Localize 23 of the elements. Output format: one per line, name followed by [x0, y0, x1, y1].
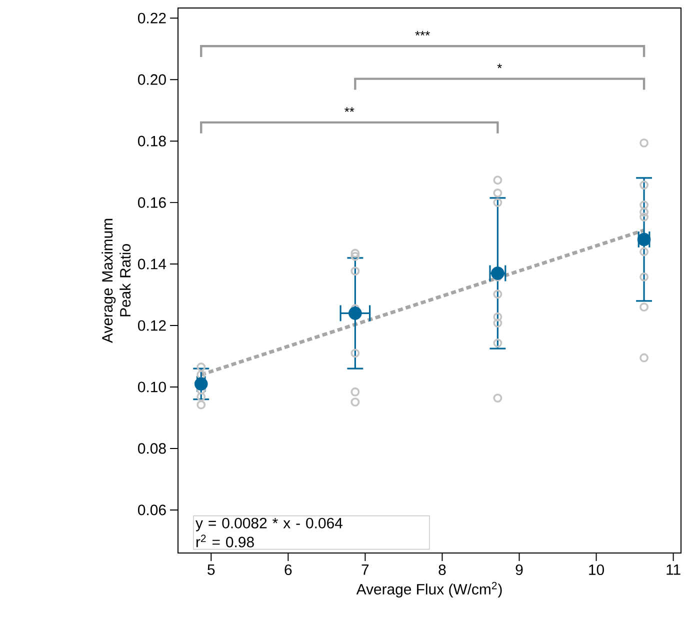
x-tick-label: 5 — [208, 564, 215, 575]
y-tick-label: 0.16 — [138, 197, 166, 208]
x-tick-label: 11 — [666, 564, 680, 575]
annotation: *** — [415, 30, 430, 36]
annotation: y = 0.0082 * x - 0.064 — [196, 518, 342, 532]
x-tick-label: 8 — [438, 564, 446, 576]
y-tick-label: 0.18 — [138, 136, 166, 146]
y-tick-label: 0.06 — [138, 504, 166, 516]
y-tick-label: 0.08 — [138, 443, 166, 454]
y-tick-label: 0.20 — [138, 74, 166, 85]
annotation: ** — [344, 107, 354, 112]
y-tick-label: 0.12 — [138, 320, 166, 331]
x-tick-label: 9 — [516, 564, 523, 576]
annotation: * — [497, 64, 502, 68]
y-axis-title: Average Maximum Peak Ratio — [102, 218, 131, 344]
x-axis-title: Average Flux (W/cm$^{2}$) — [356, 582, 502, 598]
annotation: r$^{2}$ = 0.98 — [196, 534, 254, 548]
x-tick-label: 10 — [589, 564, 604, 576]
y-tick-label: 0.14 — [138, 258, 166, 270]
y-tick-label: 0.10 — [138, 382, 166, 392]
x-tick-label: 6 — [284, 564, 292, 576]
y-tick-label: 0.22 — [138, 12, 166, 24]
x-tick-label: 7 — [362, 564, 369, 575]
